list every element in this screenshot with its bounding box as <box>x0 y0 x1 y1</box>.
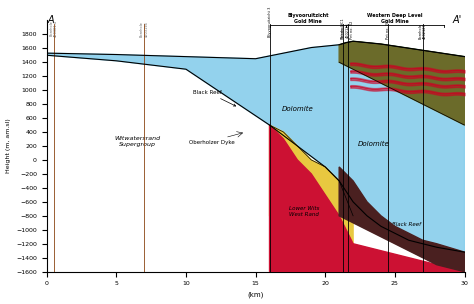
Text: Black Reef: Black Reef <box>193 90 236 106</box>
Text: Lower Wits
West Rand: Lower Wits West Rand <box>289 206 319 217</box>
Polygon shape <box>47 41 465 252</box>
Text: Pnt no. 2C1: Pnt no. 2C1 <box>341 19 346 39</box>
Text: Black Reef: Black Reef <box>392 222 420 227</box>
Text: Dolomite: Dolomite <box>358 141 390 147</box>
Text: Pnt no. 2C2: Pnt no. 2C2 <box>386 19 390 39</box>
Text: Blyvooruitzicht 3: Blyvooruitzicht 3 <box>267 7 272 37</box>
X-axis label: (km): (km) <box>247 292 264 299</box>
Text: Dolomite: Dolomite <box>282 106 313 112</box>
Polygon shape <box>339 41 465 125</box>
Polygon shape <box>339 167 465 272</box>
Polygon shape <box>270 125 465 272</box>
Text: Borehole
400301-4: Borehole 400301-4 <box>49 20 58 37</box>
Text: Western Deep Level
Gold Mine: Western Deep Level Gold Mine <box>367 13 423 24</box>
Text: A': A' <box>453 15 462 25</box>
Text: Borehole
4603194: Borehole 4603194 <box>140 21 148 37</box>
Text: A: A <box>47 15 54 25</box>
Text: Witwatersrand
Supergroup: Witwatersrand Supergroup <box>114 136 160 147</box>
Text: Borehole
4602126
Pnt no. X2: Borehole 4602126 Pnt no. X2 <box>341 21 354 39</box>
Text: Oberholzer Dyke: Oberholzer Dyke <box>189 140 235 145</box>
Y-axis label: Height (m, am.sl): Height (m, am.sl) <box>6 119 10 173</box>
Polygon shape <box>270 125 353 272</box>
Text: Pretoria: Pretoria <box>384 55 411 61</box>
Text: Blyvooruitzicht
Gold Mine: Blyvooruitzicht Gold Mine <box>287 13 328 24</box>
Text: Borehole
4602129: Borehole 4602129 <box>419 23 427 39</box>
